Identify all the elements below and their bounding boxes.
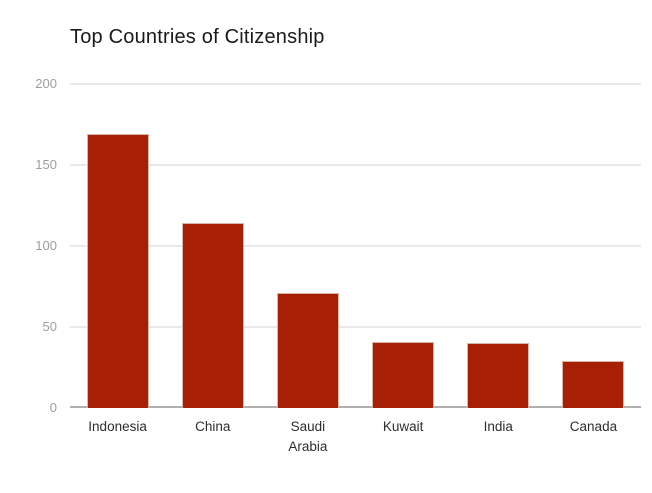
bar-slot-indonesia [70, 84, 165, 408]
bar-slot-kuwait [356, 84, 451, 408]
bar-kuwait[interactable] [372, 341, 435, 408]
x-axis-baseline [70, 406, 641, 408]
x-slot-canada: Canada [546, 417, 641, 437]
y-tick-label-200: 200 [35, 76, 57, 91]
bar-series [70, 84, 641, 408]
chart-title: Top Countries of Citizenship [70, 26, 325, 48]
x-tick-label-canada: Canada [569, 419, 618, 434]
x-tick-label-india: India [483, 419, 513, 434]
bar-slot-saudi-arabia [260, 84, 355, 408]
plot-area [70, 83, 641, 408]
x-slot-india: India [451, 417, 546, 437]
y-tick-label-100: 100 [35, 238, 57, 253]
bar-india[interactable] [467, 343, 530, 408]
y-tick-label-0: 0 [49, 400, 57, 415]
bar-indonesia[interactable] [86, 134, 149, 408]
x-slot-kuwait: Kuwait [356, 417, 451, 437]
x-slot-indonesia: Indonesia [70, 417, 165, 437]
gridline-150 [70, 164, 641, 166]
x-slot-saudi-arabia: Saudi Arabia [260, 417, 355, 457]
gridline-50 [70, 326, 641, 328]
y-tick-label-150: 150 [35, 157, 57, 172]
bar-saudi-arabia[interactable] [276, 292, 339, 408]
x-slot-china: China [165, 417, 260, 437]
gridline-200 [70, 83, 641, 85]
bar-slot-canada [546, 84, 641, 408]
y-tick-label-50: 50 [42, 319, 57, 334]
gridline-100 [70, 245, 641, 247]
bar-slot-china [165, 84, 260, 408]
x-tick-label-kuwait: Kuwait [382, 419, 424, 434]
x-tick-label-saudi-arabia: Saudi Arabia [288, 419, 328, 454]
x-axis: Indonesia China Saudi Arabia Kuwait India Can… [70, 417, 641, 457]
bar-china[interactable] [181, 223, 244, 408]
x-tick-label-indonesia: Indonesia [88, 419, 147, 434]
bar-slot-india [451, 84, 546, 408]
bar-canada[interactable] [562, 361, 625, 408]
x-tick-label-china: China [195, 419, 231, 434]
